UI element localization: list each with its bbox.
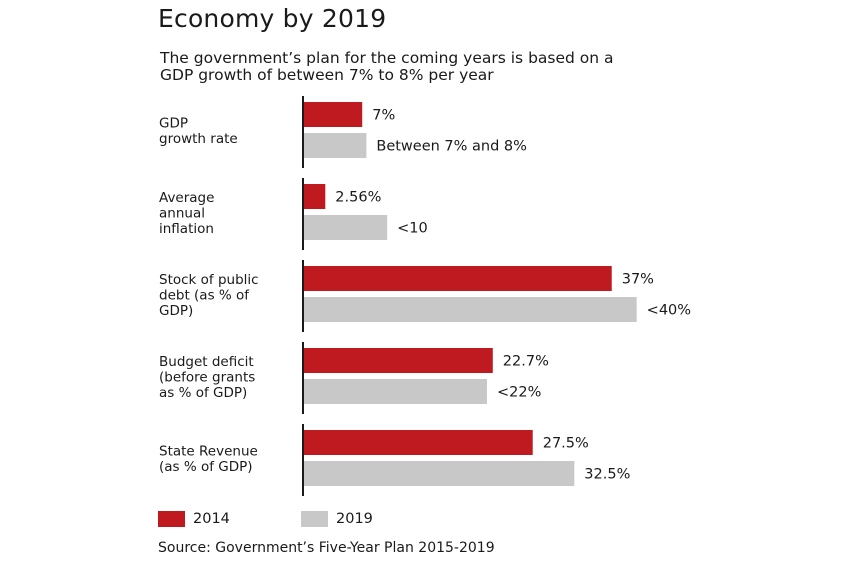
legend-swatch-2019 — [301, 511, 328, 527]
bar-2019 — [304, 297, 637, 322]
data-label-2019: <10 — [397, 221, 428, 237]
source-note: Source: Government’s Five-Year Plan 2015… — [158, 540, 495, 556]
chart-title: Economy by 2019 — [158, 4, 387, 33]
chart-subtitle: The government’s plan for the coming yea… — [160, 50, 740, 84]
bar-2014 — [304, 266, 612, 291]
data-label-2014: 37% — [622, 272, 654, 288]
legend-label-2014: 2014 — [193, 511, 230, 527]
category-label: Stock of public debt (as % of GDP) — [159, 272, 259, 319]
bar-2019 — [304, 133, 367, 158]
bar-2019 — [304, 215, 388, 240]
bar-2014 — [304, 102, 363, 127]
legend-swatch-2014 — [158, 511, 185, 527]
legend-label-2019: 2019 — [336, 511, 373, 527]
bar-2019 — [304, 379, 487, 404]
category-label: GDP growth rate — [159, 116, 238, 148]
data-label-2019: <22% — [497, 385, 541, 401]
data-label-2019: Between 7% and 8% — [376, 139, 527, 155]
bar-2014 — [304, 184, 326, 209]
subtitle-line: GDP growth of between 7% to 8% per year — [160, 66, 494, 84]
subtitle-line: The government’s plan for the coming yea… — [160, 49, 614, 67]
bar-2014 — [304, 430, 533, 455]
category-label: State Revenue (as % of GDP) — [159, 444, 258, 476]
data-label-2014: 22.7% — [503, 354, 549, 370]
data-label-2014: 27.5% — [543, 436, 589, 452]
category-label: Budget deficit (before grants as % of GDP) — [159, 354, 255, 401]
data-label-2019: <40% — [647, 303, 691, 319]
data-label-2019: 32.5% — [584, 467, 630, 483]
data-label-2014: 7% — [372, 108, 395, 124]
bar-2019 — [304, 461, 575, 486]
category-label: Average annual inflation — [159, 190, 214, 237]
bar-2014 — [304, 348, 493, 373]
data-label-2014: 2.56% — [335, 190, 381, 206]
